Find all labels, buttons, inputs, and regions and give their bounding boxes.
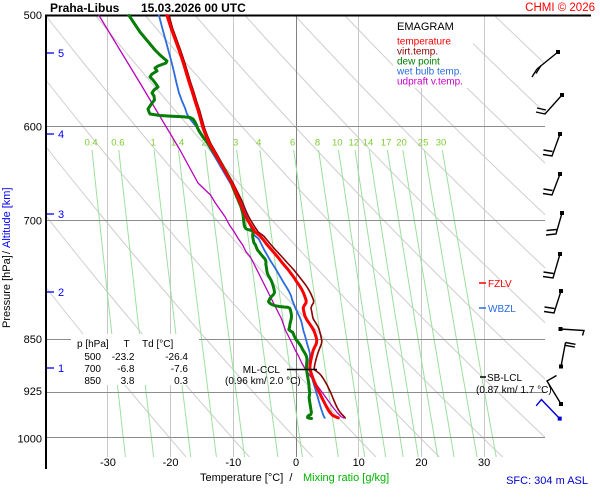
svg-text:FZLV: FZLV bbox=[488, 279, 512, 290]
svg-text:-7.6: -7.6 bbox=[171, 364, 189, 375]
svg-text:wet bulb temp.: wet bulb temp. bbox=[396, 67, 462, 78]
svg-text:2: 2 bbox=[58, 287, 64, 299]
svg-text:EMAGRAM: EMAGRAM bbox=[397, 21, 454, 33]
svg-text:CHMI © 2026: CHMI © 2026 bbox=[525, 2, 595, 14]
svg-text:virt.temp.: virt.temp. bbox=[397, 47, 438, 58]
svg-text:14: 14 bbox=[363, 138, 374, 149]
svg-text:4: 4 bbox=[256, 138, 261, 149]
svg-text:850: 850 bbox=[84, 376, 101, 387]
svg-text:3: 3 bbox=[58, 209, 64, 221]
svg-text:10: 10 bbox=[353, 457, 365, 469]
svg-text:-23.2: -23.2 bbox=[112, 352, 135, 363]
svg-text:WBZL: WBZL bbox=[488, 304, 516, 315]
svg-text:0.4: 0.4 bbox=[84, 138, 97, 149]
svg-text:30: 30 bbox=[436, 138, 447, 149]
svg-text:(0.87 km/ 1.7 °C): (0.87 km/ 1.7 °C) bbox=[476, 385, 552, 396]
svg-text:850: 850 bbox=[24, 334, 42, 346]
svg-text:Praha-Libus: Praha-Libus bbox=[50, 1, 120, 15]
svg-text:0.3: 0.3 bbox=[174, 376, 188, 387]
svg-text:20: 20 bbox=[396, 138, 407, 149]
svg-text:T: T bbox=[124, 339, 130, 350]
svg-text:10: 10 bbox=[332, 138, 343, 149]
svg-text:700: 700 bbox=[24, 216, 42, 228]
svg-text:8: 8 bbox=[315, 138, 320, 149]
svg-text:25: 25 bbox=[418, 138, 429, 149]
svg-text:500: 500 bbox=[24, 10, 42, 22]
svg-text:5: 5 bbox=[58, 48, 64, 60]
svg-text:6: 6 bbox=[290, 138, 295, 149]
svg-text:1000: 1000 bbox=[18, 434, 42, 446]
svg-text:SFC: 304 m ASL: SFC: 304 m ASL bbox=[506, 475, 588, 487]
svg-text:1: 1 bbox=[151, 138, 156, 149]
svg-text:700: 700 bbox=[84, 364, 101, 375]
svg-text:ML-CCL: ML-CCL bbox=[243, 365, 281, 376]
svg-text:925: 925 bbox=[24, 386, 42, 398]
svg-text:0: 0 bbox=[293, 457, 299, 469]
svg-text:/: / bbox=[1, 250, 13, 254]
svg-text:4: 4 bbox=[58, 129, 64, 141]
svg-text:udpraft v.temp.: udpraft v.temp. bbox=[397, 77, 463, 88]
svg-text:20: 20 bbox=[415, 457, 427, 469]
svg-text:Mixing ratio [g/kg]: Mixing ratio [g/kg] bbox=[303, 472, 389, 484]
svg-text:Altitude [km]: Altitude [km] bbox=[1, 187, 13, 248]
svg-text:1.4: 1.4 bbox=[171, 138, 184, 149]
svg-text:Td [°C]: Td [°C] bbox=[142, 339, 173, 350]
svg-text:500: 500 bbox=[84, 352, 101, 363]
svg-text:-26.4: -26.4 bbox=[165, 352, 188, 363]
svg-text:-20: -20 bbox=[163, 457, 179, 469]
svg-text:2: 2 bbox=[201, 138, 206, 149]
svg-text:p [hPa]: p [hPa] bbox=[77, 339, 109, 350]
svg-text:(0.96 km/ 2.0 °C): (0.96 km/ 2.0 °C) bbox=[225, 376, 301, 387]
svg-text:Pressure [hPa]: Pressure [hPa] bbox=[1, 255, 13, 328]
svg-text:17: 17 bbox=[381, 138, 392, 149]
svg-text:15.03.2026 00 UTC: 15.03.2026 00 UTC bbox=[141, 1, 246, 15]
svg-text:SB-LCL: SB-LCL bbox=[487, 373, 522, 384]
svg-text:600: 600 bbox=[24, 121, 42, 133]
svg-text:12: 12 bbox=[349, 138, 360, 149]
svg-text:1: 1 bbox=[58, 363, 64, 375]
svg-text:-10: -10 bbox=[225, 457, 241, 469]
svg-text:3.8: 3.8 bbox=[121, 376, 135, 387]
svg-text:-6.8: -6.8 bbox=[117, 364, 135, 375]
svg-text:0.6: 0.6 bbox=[111, 138, 124, 149]
svg-text:30: 30 bbox=[478, 457, 490, 469]
svg-text:dew point: dew point bbox=[397, 57, 440, 68]
svg-text:temperature: temperature bbox=[397, 37, 451, 48]
svg-text:Temperature [°C] /: Temperature [°C] / bbox=[200, 472, 293, 484]
svg-text:3: 3 bbox=[233, 138, 238, 149]
svg-text:-30: -30 bbox=[100, 457, 116, 469]
